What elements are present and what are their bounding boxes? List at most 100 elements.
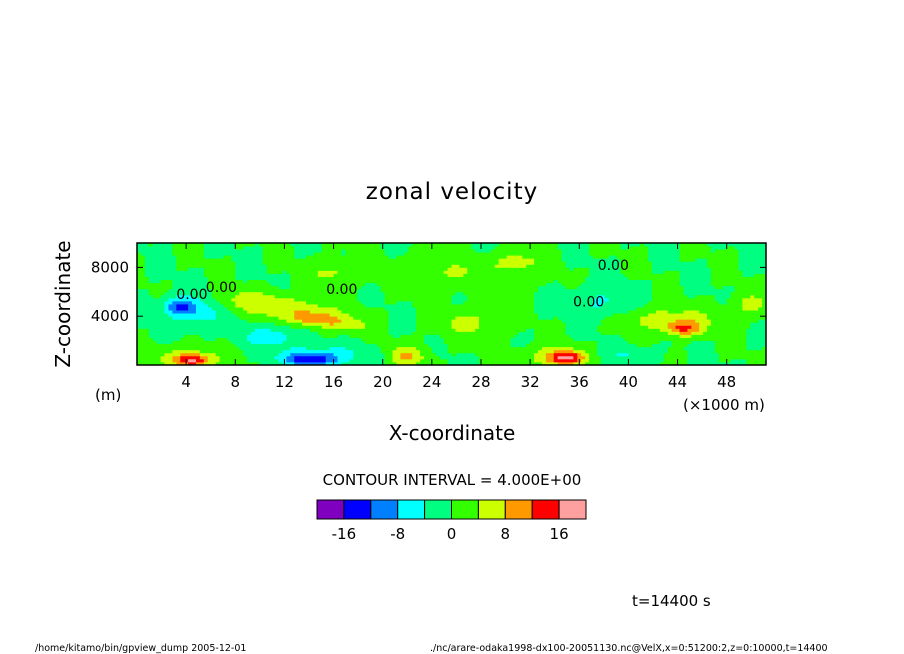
field-cell [164,352,169,357]
field-cell [140,279,146,284]
field-cell [522,310,527,314]
field-cell [266,276,272,280]
field-cell [380,328,386,332]
field-cell [140,334,146,338]
field-cell [298,297,303,302]
field-cell [691,279,696,284]
field-cell [589,291,594,296]
field-cell [215,288,220,293]
field-cell [577,273,582,277]
field-cell [565,288,570,293]
field-cell [534,276,539,280]
field-cell [463,273,468,277]
field-cell [345,358,350,363]
field-cell [180,304,185,308]
field-cell [526,343,531,348]
field-cell [671,294,676,299]
field-cell [172,291,177,296]
field-cell [195,273,201,277]
field-cell [545,328,551,332]
field-cell [585,282,590,287]
field-cell [431,310,437,314]
field-cell [376,346,382,351]
field-cell [254,270,260,274]
field-cell [687,300,692,305]
field-cell [608,334,614,338]
field-cell [357,352,362,357]
field-cell [655,307,661,311]
field-cell [510,316,515,320]
field-cell [408,349,413,354]
field-cell [313,328,319,332]
field-cell [431,325,437,329]
field-cell [235,361,240,365]
field-cell [353,282,358,287]
field-cell [726,316,732,320]
field-cell [282,322,287,326]
field-cell [302,325,307,329]
field-cell [518,337,523,341]
field-cell [699,300,704,305]
field-cell [683,304,688,308]
field-cell [565,310,570,314]
field-cell [270,300,275,305]
field-cell [648,361,653,365]
field-cell [679,304,684,308]
field-cell [691,358,696,363]
field-cell [549,322,555,326]
field-cell [762,270,766,274]
field-cell [683,352,688,357]
field-cell [400,273,405,277]
field-cell [471,270,476,274]
field-cell [663,328,669,332]
field-cell [463,313,468,317]
field-cell [388,355,393,360]
field-cell [573,325,578,329]
field-cell [620,307,625,311]
field-cell [738,325,743,329]
field-cell [553,310,559,314]
field-cell [506,331,511,335]
field-cell [195,313,201,317]
field-cell [549,300,555,305]
field-cell [514,300,519,305]
field-cell [207,282,213,287]
field-cell [258,316,264,320]
field-cell [396,325,401,329]
field-cell [290,270,295,274]
field-cell [459,282,464,287]
field-cell [192,355,197,360]
field-cell [455,340,460,345]
field-cell [447,307,452,311]
field-cell [137,349,142,354]
field-cell [278,304,283,308]
field-cell [321,361,327,365]
field-cell [534,297,539,302]
field-cell [140,307,146,311]
field-cell [738,331,743,335]
field-cell [286,355,291,360]
field-cell [184,355,189,360]
field-cell [388,285,393,290]
field-cell [455,307,460,311]
field-cell [644,358,649,363]
field-cell [137,294,142,299]
field-cell [309,346,315,351]
field-cell [553,334,559,338]
field-cell [270,322,275,326]
field-cell [290,316,295,320]
field-cell [416,291,421,296]
field-cell [431,355,437,360]
field-cell [368,273,374,277]
field-cell [522,361,527,365]
field-cell [423,282,429,287]
field-cell [553,337,559,341]
field-cell [451,352,456,357]
field-cell [420,310,425,314]
field-cell [608,349,614,354]
field-cell [156,270,161,274]
field-cell [762,304,766,308]
field-cell [423,313,429,317]
field-cell [239,279,244,284]
field-cell [467,349,472,354]
